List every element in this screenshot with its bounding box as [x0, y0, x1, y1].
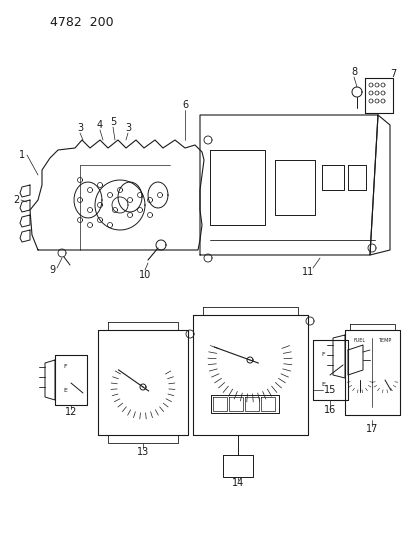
Text: F: F [321, 352, 325, 358]
Text: 13: 13 [137, 447, 149, 457]
Text: 4782  200: 4782 200 [50, 15, 113, 28]
Text: 12: 12 [65, 407, 77, 417]
Text: 3: 3 [77, 123, 83, 133]
Text: 17: 17 [366, 424, 378, 434]
Text: FUEL: FUEL [354, 337, 366, 343]
Text: 11: 11 [302, 267, 314, 277]
Text: 8: 8 [351, 67, 357, 77]
Text: 10: 10 [139, 270, 151, 280]
Text: TEMP: TEMP [378, 337, 392, 343]
Text: 16: 16 [324, 405, 336, 415]
Text: 2: 2 [13, 195, 19, 205]
Text: 7: 7 [390, 69, 396, 79]
Text: 1: 1 [19, 150, 25, 160]
Text: F: F [63, 365, 67, 369]
Text: 4: 4 [97, 120, 103, 130]
Text: 15: 15 [324, 385, 336, 395]
Text: 9: 9 [49, 265, 55, 275]
Text: 14: 14 [232, 478, 244, 488]
Text: E: E [63, 387, 67, 392]
Text: E: E [321, 383, 325, 387]
Text: 6: 6 [182, 100, 188, 110]
Text: 5: 5 [110, 117, 116, 127]
Text: 3: 3 [125, 123, 131, 133]
